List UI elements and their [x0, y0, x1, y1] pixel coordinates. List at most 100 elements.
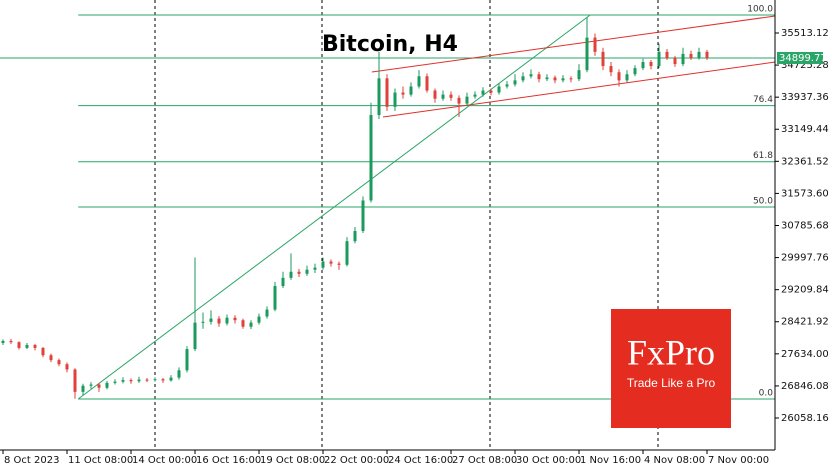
- fib-label: 100.0: [747, 5, 773, 15]
- candle-body: [537, 74, 541, 80]
- candle-body: [281, 277, 285, 286]
- candle-body: [305, 269, 309, 274]
- x-tick-label: 24 Oct 16:00: [388, 455, 453, 466]
- candle-body: [649, 62, 653, 67]
- candle-body: [97, 384, 101, 388]
- candle-body: [57, 360, 61, 365]
- candle-body: [441, 94, 445, 99]
- candle-body: [105, 382, 109, 388]
- fib-label: 61.8: [753, 151, 773, 161]
- y-tick-label: 28421.92: [781, 317, 829, 328]
- candle-body: [321, 261, 325, 268]
- candle-body: [489, 90, 493, 93]
- fib-label: 0.0: [759, 388, 774, 398]
- candle-body: [81, 385, 85, 392]
- logo-tagline: Trade Like a Pro: [627, 376, 716, 390]
- candle-body: [361, 200, 365, 232]
- candle-body: [545, 77, 549, 80]
- candle-body: [273, 285, 277, 310]
- x-tick-label: 4 Nov 08:00: [644, 455, 705, 466]
- candle-body: [529, 74, 533, 77]
- candle-body: [521, 76, 525, 81]
- candle-body: [385, 78, 389, 107]
- candle-body: [113, 381, 117, 383]
- candle-body: [297, 271, 301, 274]
- candle-body: [33, 345, 37, 348]
- candle-body: [369, 114, 373, 201]
- y-tick-label: 33149.44: [781, 124, 829, 135]
- candle-body: [25, 345, 29, 348]
- y-tick-label: 30785.68: [781, 220, 829, 231]
- candle-body: [137, 379, 141, 382]
- candle-body: [249, 322, 253, 327]
- candle-body: [553, 77, 557, 81]
- candle-body: [673, 57, 677, 65]
- candle-body: [265, 309, 269, 317]
- candle-body: [257, 316, 261, 323]
- y-tick-label: 26058.16: [781, 413, 829, 424]
- candle-body: [1, 340, 5, 344]
- logo-box: [611, 309, 731, 428]
- candle-body: [617, 72, 621, 81]
- candle-body: [705, 51, 709, 58]
- candle-body: [449, 94, 453, 98]
- candle-body: [73, 369, 77, 392]
- candle-body: [217, 318, 221, 324]
- price-label-box: [777, 51, 823, 64]
- candle-body: [377, 78, 381, 115]
- candle-body: [633, 68, 637, 75]
- x-tick-label: 11 Oct 08:00: [68, 455, 133, 466]
- candle-body: [209, 318, 213, 322]
- x-tick-label: 1 Nov 16:00: [580, 455, 641, 466]
- candle-body: [433, 90, 437, 99]
- candle-body: [169, 377, 173, 381]
- channel-line: [382, 61, 776, 118]
- candle-body: [457, 97, 461, 104]
- y-tick-label: 29997.76: [781, 253, 829, 264]
- candle-body: [289, 271, 293, 278]
- x-tick-label: 22 Oct 00:00: [324, 455, 389, 466]
- candle-body: [497, 86, 501, 93]
- candle-body: [585, 37, 589, 71]
- y-tick-label: 32361.52: [781, 156, 829, 167]
- candle-body: [233, 317, 237, 321]
- candle-body: [17, 342, 21, 348]
- candle-body: [641, 62, 645, 69]
- candle-body: [481, 90, 485, 95]
- candle-body: [241, 320, 245, 327]
- candle-body: [601, 51, 605, 67]
- candle-body: [65, 364, 69, 370]
- candle-body: [569, 78, 573, 80]
- y-tick-label: 31573.60: [781, 188, 829, 199]
- candle-body: [345, 241, 349, 265]
- candle-body: [185, 349, 189, 371]
- fib-label: 50.0: [753, 196, 773, 206]
- candle-body: [225, 317, 229, 324]
- channel-line: [371, 15, 776, 73]
- candle-body: [89, 384, 93, 386]
- candle-body: [9, 340, 13, 343]
- candle-body: [657, 51, 661, 67]
- candle-body: [145, 379, 149, 381]
- candle-body: [425, 76, 429, 91]
- x-tick-label: 14 Oct 00:00: [132, 455, 197, 466]
- candle-body: [201, 321, 205, 323]
- x-tick-label: 30 Oct 00:00: [516, 455, 581, 466]
- y-tick-label: 26846.08: [781, 381, 829, 392]
- candle-body: [609, 66, 613, 73]
- x-tick-label: 19 Oct 08:00: [260, 455, 325, 466]
- candle-body: [353, 231, 357, 242]
- candle-body: [681, 53, 685, 65]
- candle-body: [561, 78, 565, 81]
- price-label: 34899.77: [779, 53, 827, 64]
- x-tick-label: 7 Nov 00:00: [708, 455, 769, 466]
- x-tick-label: 16 Oct 16:00: [196, 455, 261, 466]
- candle-body: [417, 76, 421, 87]
- candle-body: [625, 74, 629, 81]
- logo-brand: FxPro: [627, 332, 715, 372]
- candle-body: [121, 380, 125, 382]
- candle-body: [177, 370, 181, 378]
- candle-body: [393, 92, 397, 107]
- candle-body: [665, 51, 669, 58]
